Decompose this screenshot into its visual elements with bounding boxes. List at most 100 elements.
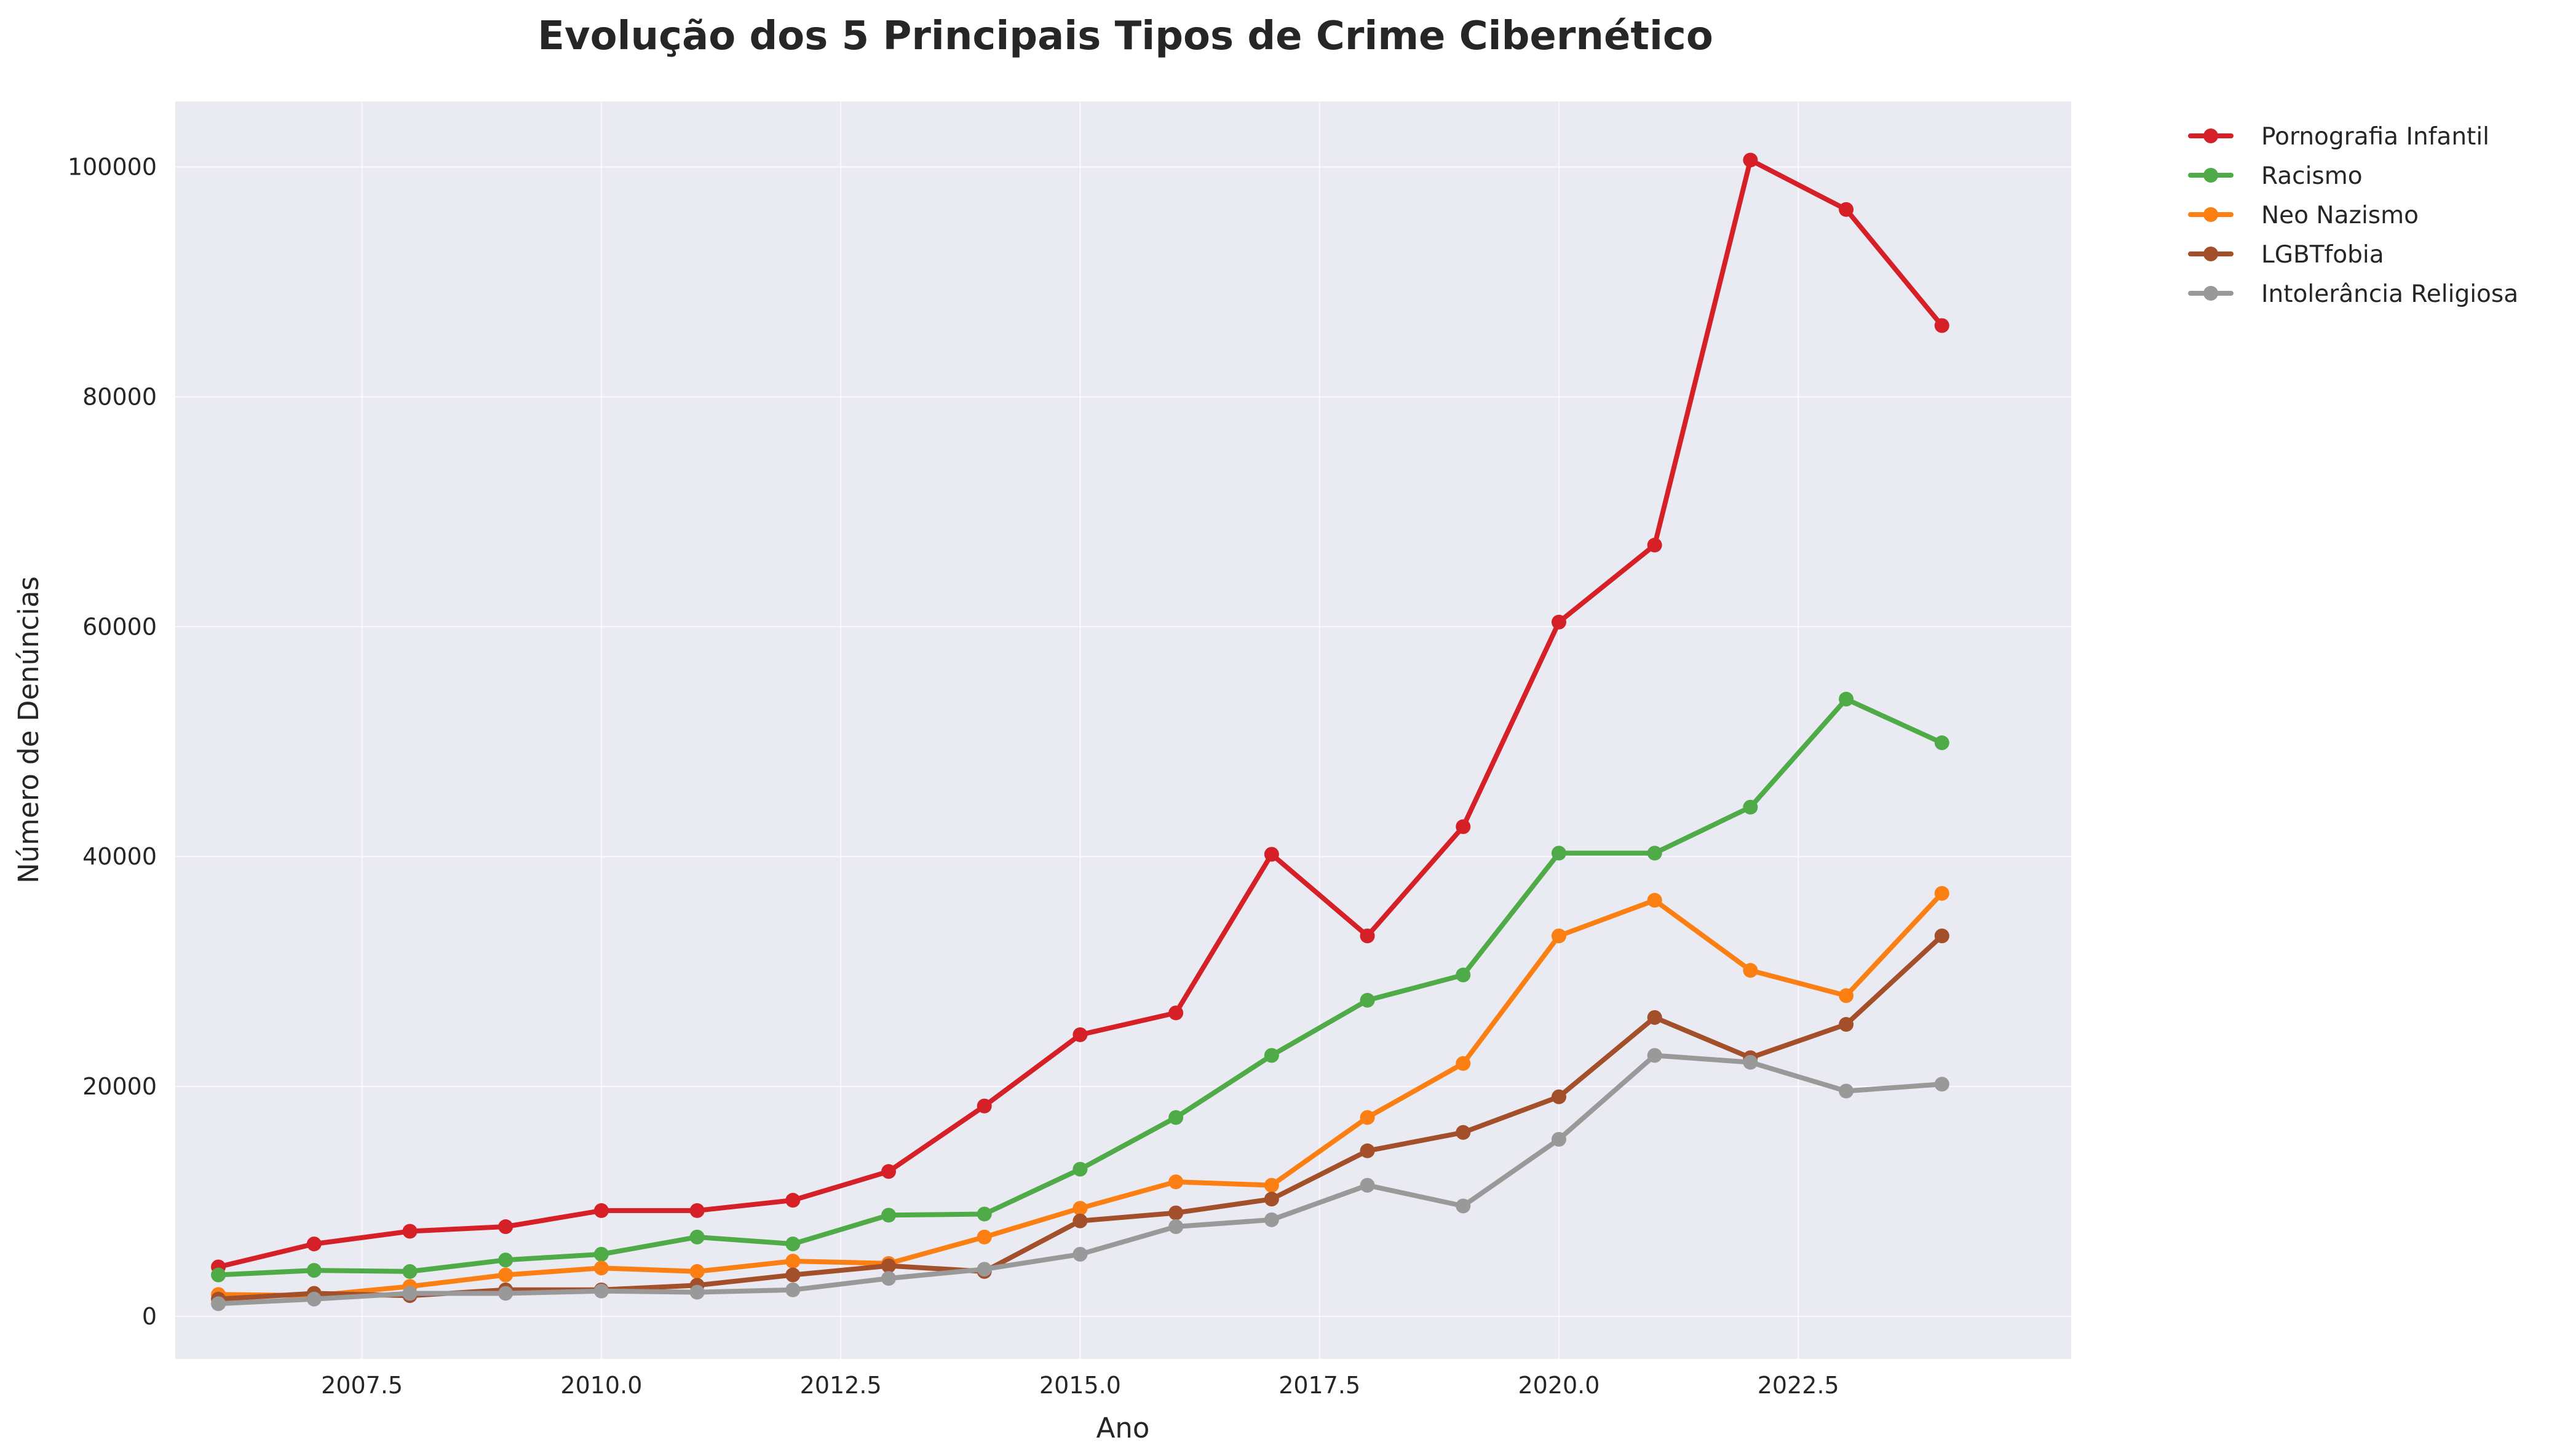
y-tick-label: 0 xyxy=(142,1303,157,1330)
data-point xyxy=(593,1246,609,1262)
data-point xyxy=(498,1267,513,1283)
legend-marker xyxy=(2203,286,2218,301)
data-point xyxy=(1647,893,1662,908)
data-point xyxy=(785,1282,801,1297)
data-point xyxy=(1839,202,1854,217)
legend-item: Neo Nazismo xyxy=(2188,202,2419,229)
data-point xyxy=(1360,1177,1375,1193)
y-tick-label: 100000 xyxy=(68,154,157,181)
data-point xyxy=(785,1236,801,1252)
x-tick-label: 2012.5 xyxy=(800,1372,882,1399)
data-point xyxy=(306,1236,322,1252)
data-point xyxy=(689,1284,705,1300)
y-tick-label: 40000 xyxy=(82,843,157,870)
data-point xyxy=(977,1229,992,1244)
data-point xyxy=(785,1267,801,1283)
grid xyxy=(175,101,2071,1359)
data-point xyxy=(402,1264,418,1279)
data-point xyxy=(1168,1110,1184,1125)
series-pornografia-infantil xyxy=(211,152,1949,1275)
data-point xyxy=(1168,1205,1184,1221)
y-axis-label: Número de Denúncias xyxy=(12,576,45,884)
data-point xyxy=(1456,1198,1471,1214)
data-point xyxy=(1743,799,1758,815)
data-point xyxy=(1934,885,1949,901)
data-point xyxy=(977,1206,992,1222)
legend-marker xyxy=(2203,247,2218,261)
data-point xyxy=(211,1296,226,1312)
data-point xyxy=(1072,1246,1088,1262)
data-point xyxy=(1743,963,1758,978)
y-tick-label: 20000 xyxy=(82,1073,157,1100)
data-point xyxy=(1647,1010,1662,1025)
y-ticks: 0 20000 40000 60000 80000 100000 xyxy=(68,154,157,1330)
y-tick-label: 80000 xyxy=(82,383,157,410)
data-point xyxy=(1360,1143,1375,1158)
legend-item: Intolerância Religiosa xyxy=(2188,280,2518,308)
data-point xyxy=(402,1224,418,1239)
legend-label: LGBTfobia xyxy=(2261,241,2384,269)
data-point xyxy=(1551,1131,1566,1147)
series-lines xyxy=(211,152,1949,1312)
data-point xyxy=(1072,1201,1088,1216)
data-point xyxy=(211,1267,226,1283)
data-point xyxy=(1456,1125,1471,1140)
series-racismo xyxy=(211,692,1949,1283)
plot-area xyxy=(175,101,2071,1359)
data-point xyxy=(1360,928,1375,944)
data-point xyxy=(1168,1005,1184,1021)
data-point xyxy=(689,1229,705,1244)
data-point xyxy=(402,1286,418,1301)
data-point xyxy=(1551,614,1566,630)
data-point xyxy=(1264,1192,1279,1207)
data-point xyxy=(1839,1017,1854,1032)
data-point xyxy=(1264,1177,1279,1193)
data-point xyxy=(1743,1054,1758,1070)
x-ticks: 2007.5 2010.0 2012.5 2015.0 2017.5 2020.0 2022… xyxy=(321,1372,1839,1399)
data-point xyxy=(1839,692,1854,707)
data-point xyxy=(593,1260,609,1276)
data-point xyxy=(1072,1027,1088,1042)
data-point xyxy=(881,1271,897,1286)
data-point xyxy=(881,1164,897,1179)
data-point xyxy=(1551,845,1566,861)
data-point xyxy=(1934,1077,1949,1092)
legend-marker xyxy=(2203,207,2218,222)
data-point xyxy=(1264,1212,1279,1227)
data-point xyxy=(1072,1213,1088,1228)
data-point xyxy=(881,1208,897,1223)
data-point xyxy=(1168,1219,1184,1235)
legend-item: Pornografia Infantil xyxy=(2188,123,2489,151)
data-point xyxy=(593,1283,609,1299)
x-tick-label: 2007.5 xyxy=(321,1372,403,1399)
x-tick-label: 2017.5 xyxy=(1278,1372,1360,1399)
data-point xyxy=(1360,1110,1375,1125)
data-point xyxy=(593,1203,609,1218)
data-point xyxy=(977,1262,992,1277)
chart-title: Evolução dos 5 Principais Tipos de Crime… xyxy=(537,14,1713,59)
data-point xyxy=(498,1286,513,1301)
data-point xyxy=(1647,537,1662,553)
legend-marker xyxy=(2203,168,2218,183)
data-point xyxy=(689,1203,705,1218)
data-point xyxy=(1456,819,1471,834)
legend-marker xyxy=(2203,129,2218,143)
data-point xyxy=(785,1254,801,1269)
data-point xyxy=(1839,1083,1854,1099)
data-point xyxy=(1647,1048,1662,1063)
legend-label: Racismo xyxy=(2261,162,2363,190)
data-point xyxy=(977,1098,992,1114)
data-point xyxy=(1934,318,1949,333)
data-point xyxy=(1934,928,1949,944)
data-point xyxy=(689,1264,705,1279)
data-point xyxy=(498,1252,513,1268)
legend-item: LGBTfobia xyxy=(2188,241,2384,269)
legend-label: Neo Nazismo xyxy=(2261,202,2419,229)
x-tick-label: 2015.0 xyxy=(1039,1372,1121,1399)
data-point xyxy=(1839,988,1854,1003)
data-point xyxy=(1264,847,1279,862)
legend-label: Pornografia Infantil xyxy=(2261,123,2489,151)
legend-label: Intolerância Religiosa xyxy=(2261,280,2518,308)
data-point xyxy=(1168,1174,1184,1190)
data-point xyxy=(1551,928,1566,944)
